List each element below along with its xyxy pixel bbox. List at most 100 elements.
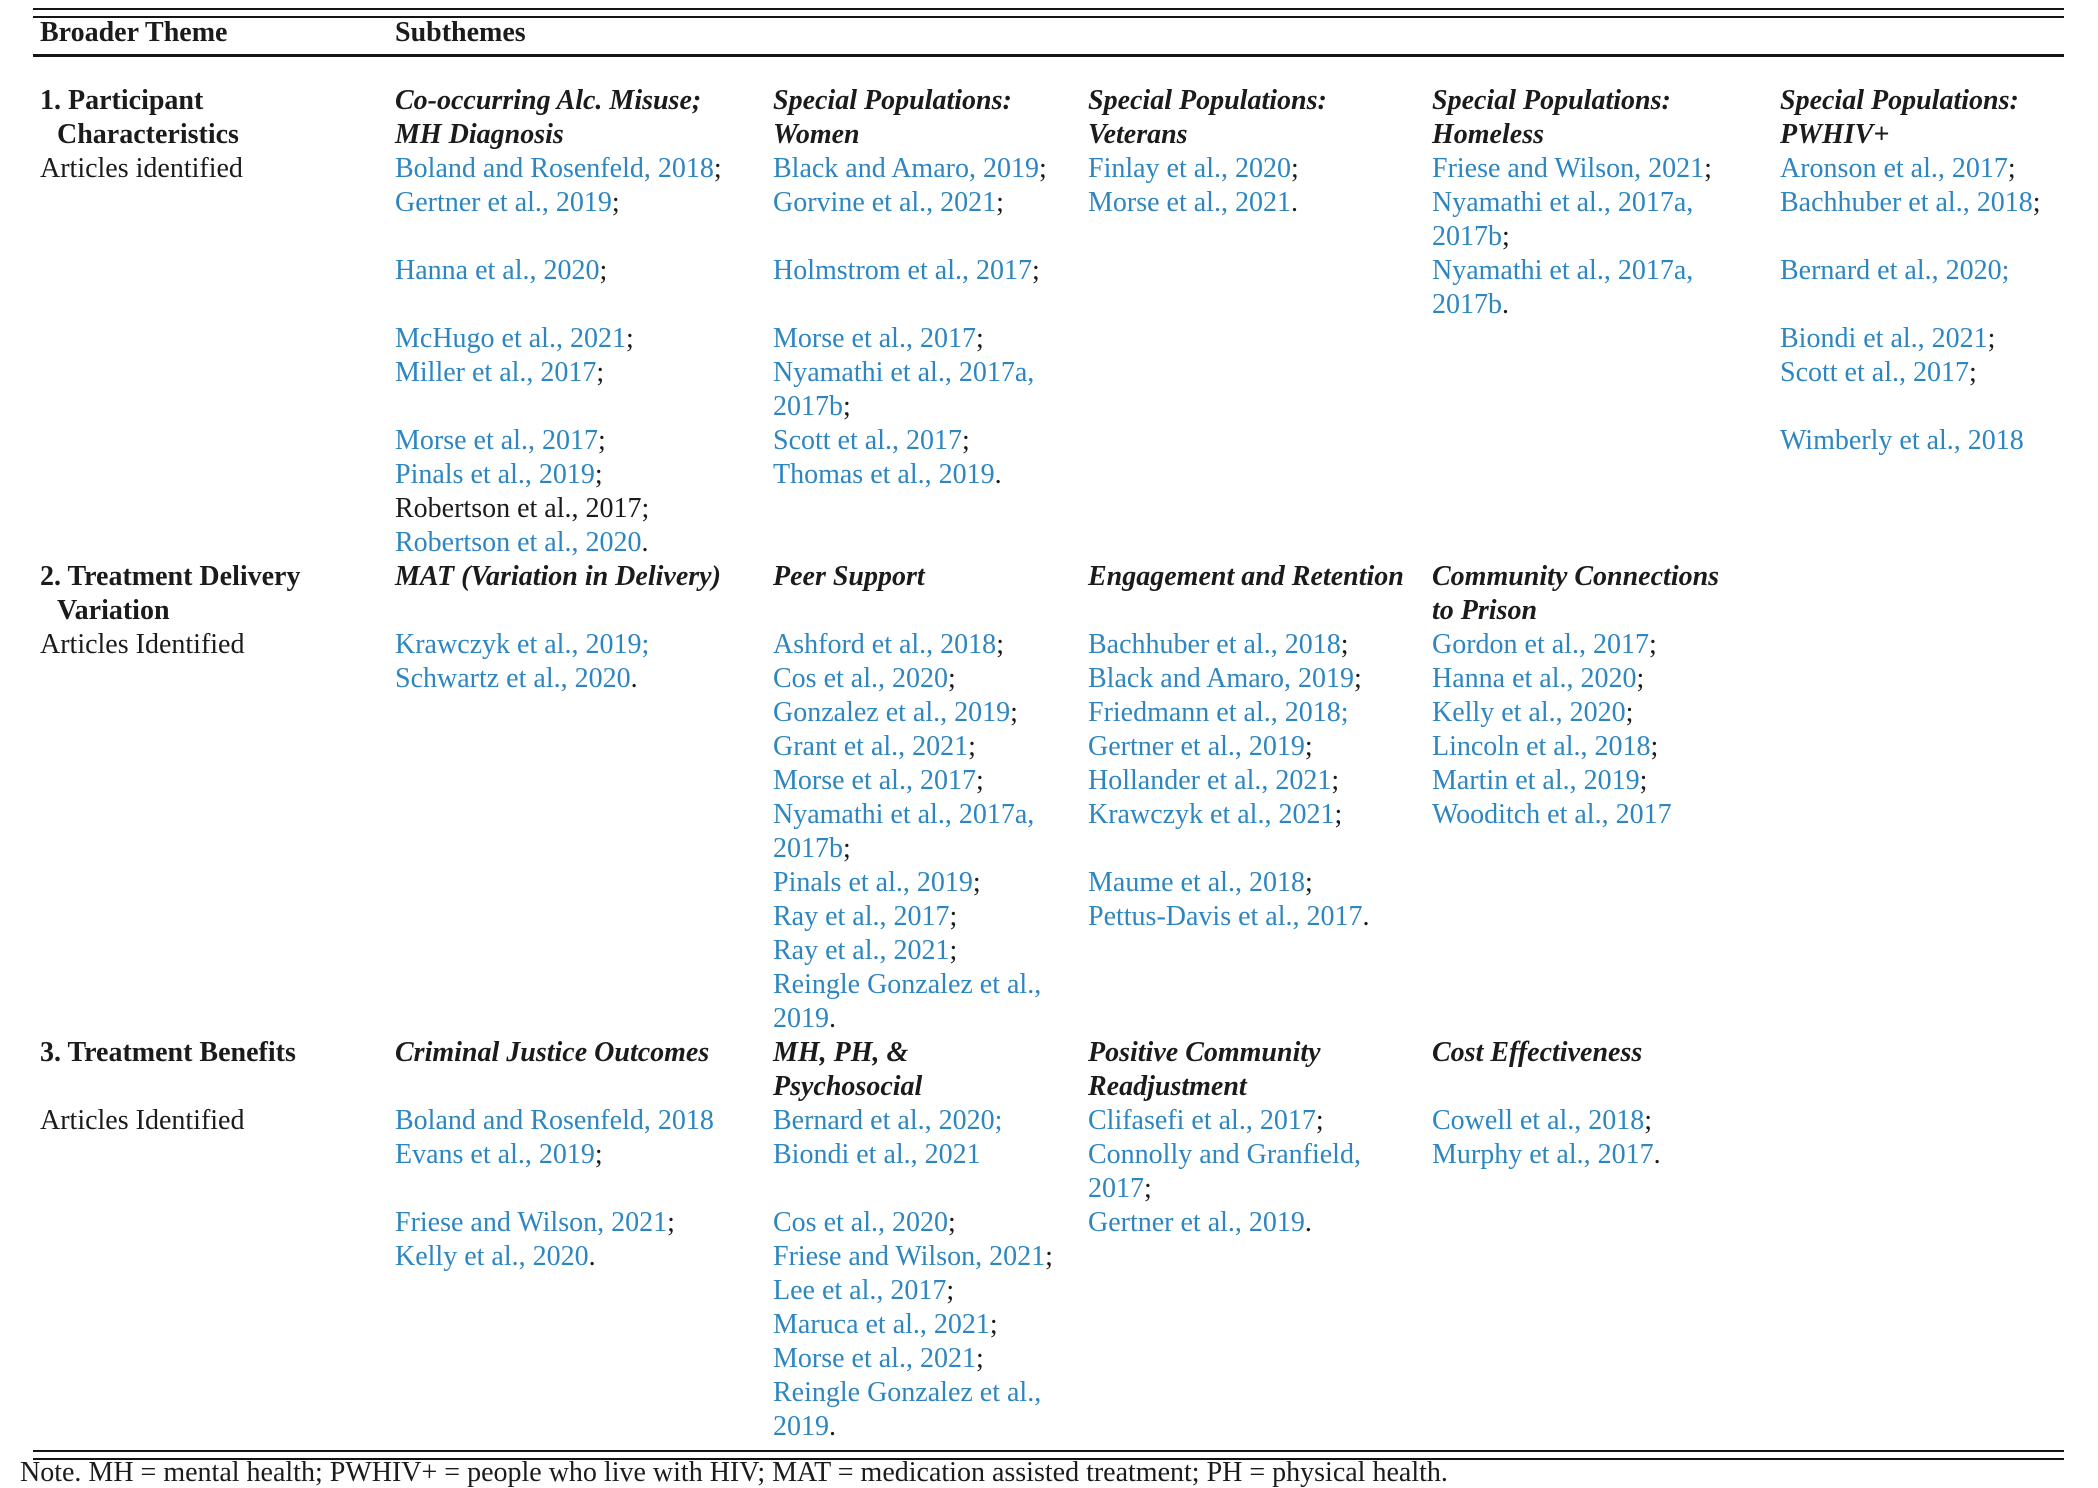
citation-link[interactable]: Boland and Rosenfeld, 2018 (395, 153, 714, 184)
citation-line: Pettus-Davis et al., 2017. (1088, 900, 1432, 934)
citation-line: Grant et al., 2021; (773, 730, 1088, 764)
citation-link[interactable]: 2017 (1088, 1173, 1144, 1204)
citation-link[interactable]: Gonzalez et al., 2019 (773, 697, 1011, 728)
citation-link[interactable]: Scott et al., 2017 (773, 425, 962, 456)
citation-link[interactable]: Gertner et al., 2019 (1088, 731, 1305, 762)
citation-link[interactable]: 2017b (1432, 221, 1502, 252)
citation-link[interactable]: Krawczyk et al., 2021 (1088, 799, 1335, 830)
citation-link[interactable]: Hanna et al., 2020 (1432, 663, 1637, 694)
citation-link[interactable]: Pinals et al., 2019 (395, 459, 595, 490)
citation-suffix: ; (1144, 1173, 1152, 1204)
citation-link[interactable]: Krawczyk et al., 2019; (395, 629, 650, 660)
citation-link[interactable]: Wooditch et al., 2017 (1432, 799, 1672, 830)
citation-link[interactable]: Gertner et al., 2019 (1088, 1207, 1305, 1238)
citation-link[interactable]: Aronson et al., 2017 (1780, 153, 2008, 184)
citation-link[interactable]: Pettus-Davis et al., 2017 (1088, 901, 1363, 932)
citation-link[interactable]: 2019 (773, 1003, 829, 1034)
citation-suffix: ; (975, 765, 984, 796)
citation-link[interactable]: Wimberly et al., 2018 (1780, 425, 2024, 456)
citation-link[interactable]: Nyamathi et al., 2017a, (1432, 255, 1694, 286)
citation-link[interactable]: Thomas et al., 2019 (773, 459, 995, 490)
citation-suffix: ; (1038, 153, 1047, 184)
citation-link[interactable]: 2017b (773, 391, 843, 422)
citation-line: Finlay et al., 2020; (1088, 152, 1432, 186)
citation-link[interactable]: Grant et al., 2021 (773, 731, 969, 762)
citation-link[interactable]: Morse et al., 2017 (773, 323, 976, 354)
citation-link[interactable]: Schwartz et al., 2020 (395, 663, 631, 694)
citation-link[interactable]: Gordon et al., 2017 (1432, 629, 1649, 660)
citation-link[interactable]: Biondi et al., 2021 (1780, 323, 1988, 354)
citation-link[interactable]: Lee et al., 2017 (773, 1275, 947, 1306)
subtheme-title-line: Peer Support (773, 561, 925, 592)
citation-link[interactable]: Bachhuber et al., 2018 (1088, 629, 1341, 660)
citation-link[interactable]: Gorvine et al., 2021 (773, 187, 997, 218)
citation-link[interactable]: Connolly and Granfield, (1088, 1139, 1361, 1170)
citation-line: Reingle Gonzalez et al., (773, 968, 1088, 1002)
citation-link[interactable]: Murphy et al., 2017 (1432, 1139, 1654, 1170)
citation-link[interactable]: Ray et al., 2017 (773, 901, 950, 932)
citation-link[interactable]: Nyamathi et al., 2017a, (1432, 187, 1694, 218)
citation-link[interactable]: Lincoln et al., 2018 (1432, 731, 1651, 762)
citation-line: Friese and Wilson, 2021; (395, 1206, 773, 1240)
citation-line: Ray et al., 2017; (773, 900, 1088, 934)
citation-link[interactable]: Kelly et al., 2020 (395, 1241, 589, 1272)
citation-suffix: . (630, 663, 638, 694)
citation-link[interactable]: 2019 (773, 1411, 829, 1442)
citation-link[interactable]: Friedmann et al., 2018; (1088, 697, 1349, 728)
citation-link[interactable]: Maruca et al., 2021 (773, 1309, 990, 1340)
citation-link[interactable]: Bernard et al., 2020; (773, 1105, 1003, 1136)
citation-link[interactable]: 2017b (1432, 289, 1502, 320)
citation-link[interactable]: Kelly et al., 2020 (1432, 697, 1626, 728)
citation-link[interactable]: Reingle Gonzalez et al., (773, 969, 1042, 1000)
citation-link[interactable]: Nyamathi et al., 2017a, (773, 799, 1035, 830)
citation-link[interactable]: Morse et al., 2021 (1088, 187, 1291, 218)
citation-link[interactable]: Holmstrom et al., 2017 (773, 255, 1032, 286)
citation-link[interactable]: Miller et al., 2017 (395, 357, 597, 388)
citation-link[interactable]: Biondi et al., 2021 (773, 1139, 981, 1170)
citation-line: Morse et al., 2017; (773, 764, 1088, 798)
citation-link[interactable]: Friese and Wilson, 2021 (773, 1241, 1046, 1272)
citation-link[interactable]: Robertson et al., 2020 (395, 527, 642, 558)
citation-link[interactable]: Gertner et al., 2019 (395, 187, 612, 218)
citation-link[interactable]: Black and Amaro, 2019 (773, 153, 1039, 184)
citation-link[interactable]: Friese and Wilson, 2021 (395, 1207, 668, 1238)
citation-link[interactable]: Martin et al., 2019 (1432, 765, 1640, 796)
subtheme-title-line: Criminal Justice Outcomes (395, 1037, 710, 1068)
citation-link[interactable]: 2017b (773, 833, 843, 864)
citation-link[interactable]: Morse et al., 2017 (773, 765, 976, 796)
citation-line: Gonzalez et al., 2019; (773, 696, 1088, 730)
citation-link[interactable]: Bachhuber et al., 2018 (1780, 187, 2033, 218)
citation-link[interactable]: Hollander et al., 2021 (1088, 765, 1332, 796)
subtheme-title-line: PWHIV+ (1780, 119, 1890, 150)
citation-link[interactable]: Ray et al., 2021 (773, 935, 950, 966)
citation-link[interactable]: Maume et al., 2018 (1088, 867, 1305, 898)
citation-line: 2019. (773, 1410, 1088, 1444)
citation-link[interactable]: Finlay et al., 2020 (1088, 153, 1291, 184)
citation-suffix: ; (1704, 153, 1712, 184)
citation-line: Robertson et al., 2017; (395, 492, 773, 526)
citation-line: Gorvine et al., 2021; (773, 186, 1088, 220)
citation-link[interactable]: Scott et al., 2017 (1780, 357, 1969, 388)
citation-link[interactable]: Clifasefi et al., 2017 (1088, 1105, 1316, 1136)
citation-link[interactable]: Bernard et al., 2020; (1780, 255, 2010, 286)
citation-link[interactable]: Friese and Wilson, 2021 (1432, 153, 1705, 184)
citation-link[interactable]: Cos et al., 2020 (773, 1207, 948, 1238)
citation-link[interactable]: McHugo et al., 2021 (395, 323, 626, 354)
citation-link[interactable]: Hanna et al., 2020 (395, 255, 600, 286)
column-header-subthemes: Subthemes (395, 17, 526, 48)
citation-link[interactable]: Black and Amaro, 2019 (1088, 663, 1354, 694)
citation-line: Gertner et al., 2019; (1088, 730, 1432, 764)
citation-link[interactable]: Reingle Gonzalez et al., (773, 1377, 1042, 1408)
broader-theme-cell: 2. Treatment Delivery Variation Articles I… (40, 560, 395, 662)
citation-link[interactable]: Nyamathi et al., 2017a, (773, 357, 1035, 388)
citation-link[interactable]: Pinals et al., 2019 (773, 867, 973, 898)
citation-link[interactable]: Morse et al., 2017 (395, 425, 598, 456)
citation-link[interactable]: Boland and Rosenfeld, 2018 (395, 1105, 714, 1136)
citation-link[interactable]: Ashford et al., 2018 (773, 629, 997, 660)
citation-link[interactable]: Morse et al., 2021 (773, 1343, 976, 1374)
citation-link[interactable]: Evans et al., 2019 (395, 1139, 595, 1170)
subtheme-title-line: Special Populations: (773, 85, 1012, 116)
citation-link[interactable]: Cos et al., 2020 (773, 663, 948, 694)
citation-link[interactable]: Cowell et al., 2018 (1432, 1105, 1645, 1136)
citation-suffix: ; (948, 1207, 956, 1238)
